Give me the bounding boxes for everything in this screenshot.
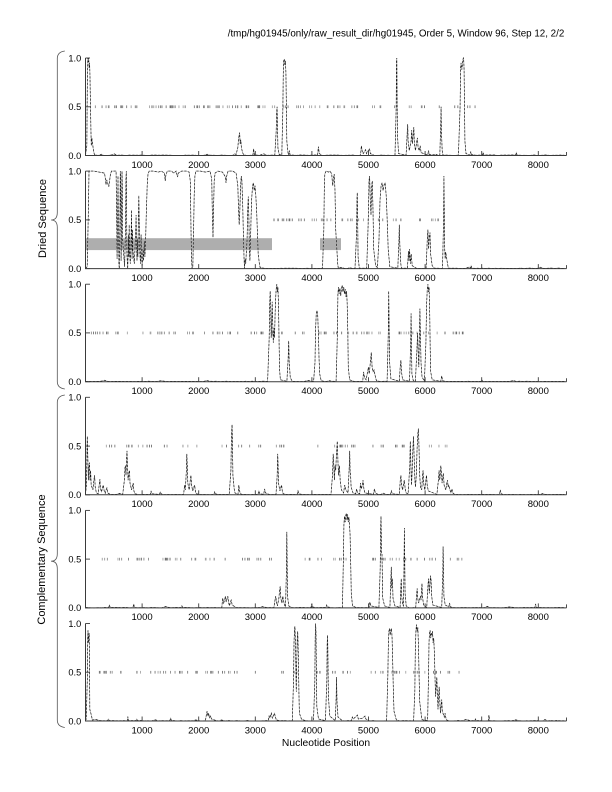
svg-text:4000: 4000 (301, 160, 322, 171)
svg-text:3000: 3000 (245, 725, 266, 736)
svg-text:4000: 4000 (301, 725, 322, 736)
svg-text:1.0: 1.0 (68, 166, 81, 176)
svg-text:Dried Sequence: Dried Sequence (37, 179, 49, 258)
svg-text:1.0: 1.0 (68, 393, 81, 403)
svg-text:0.0: 0.0 (68, 490, 81, 500)
svg-text:6000: 6000 (415, 273, 436, 284)
svg-text:1.0: 1.0 (68, 506, 81, 516)
svg-text:7000: 7000 (471, 273, 492, 284)
svg-text:2000: 2000 (188, 160, 209, 171)
svg-text:2000: 2000 (188, 499, 209, 510)
svg-text:4000: 4000 (301, 273, 322, 284)
svg-text:2000: 2000 (188, 612, 209, 623)
svg-text:4000: 4000 (301, 612, 322, 623)
svg-text:3000: 3000 (245, 386, 266, 397)
svg-text:8000: 8000 (528, 612, 549, 623)
svg-text:0.5: 0.5 (68, 668, 81, 678)
svg-text:1.0: 1.0 (68, 53, 81, 63)
svg-text:1000: 1000 (132, 499, 153, 510)
svg-text:7000: 7000 (471, 386, 492, 397)
svg-text:5000: 5000 (358, 160, 379, 171)
svg-text:5000: 5000 (358, 499, 379, 510)
svg-text:0.5: 0.5 (68, 554, 81, 564)
svg-text:8000: 8000 (528, 725, 549, 736)
svg-text:3000: 3000 (245, 273, 266, 284)
svg-text:1000: 1000 (132, 386, 153, 397)
svg-text:7000: 7000 (471, 725, 492, 736)
svg-text:1000: 1000 (132, 725, 153, 736)
svg-text:0.0: 0.0 (68, 716, 81, 726)
svg-text:2000: 2000 (188, 386, 209, 397)
svg-text:0.0: 0.0 (68, 264, 81, 274)
svg-text:0.0: 0.0 (68, 151, 81, 161)
svg-text:6000: 6000 (415, 499, 436, 510)
svg-text:0.0: 0.0 (68, 603, 81, 613)
svg-text:0.5: 0.5 (68, 102, 81, 112)
svg-text:8000: 8000 (528, 160, 549, 171)
svg-text:0.0: 0.0 (68, 377, 81, 387)
svg-text:5000: 5000 (358, 725, 379, 736)
svg-text:7000: 7000 (471, 499, 492, 510)
svg-text:8000: 8000 (528, 499, 549, 510)
svg-text:Complementary Sequence: Complementary Sequence (36, 494, 48, 624)
svg-text:6000: 6000 (415, 160, 436, 171)
svg-text:1000: 1000 (132, 612, 153, 623)
svg-text:0.5: 0.5 (68, 215, 81, 225)
svg-text:5000: 5000 (358, 612, 379, 623)
svg-text:1000: 1000 (132, 160, 153, 171)
svg-text:1.0: 1.0 (68, 280, 81, 290)
svg-text:7000: 7000 (471, 612, 492, 623)
svg-text:3000: 3000 (245, 499, 266, 510)
svg-text:7000: 7000 (471, 160, 492, 171)
svg-text:4000: 4000 (301, 499, 322, 510)
svg-text:0.5: 0.5 (68, 328, 81, 338)
svg-text:3000: 3000 (245, 612, 266, 623)
svg-text:3000: 3000 (245, 160, 266, 171)
svg-text:8000: 8000 (528, 273, 549, 284)
svg-text:2000: 2000 (188, 273, 209, 284)
svg-text:0.5: 0.5 (68, 441, 81, 451)
svg-text:5000: 5000 (358, 386, 379, 397)
svg-text:6000: 6000 (415, 612, 436, 623)
svg-text:1000: 1000 (132, 273, 153, 284)
svg-text:/tmp/hg01945/only/raw_result_d: /tmp/hg01945/only/raw_result_dir/hg01945… (228, 28, 565, 39)
svg-text:1.0: 1.0 (68, 619, 81, 629)
svg-text:6000: 6000 (415, 725, 436, 736)
svg-text:5000: 5000 (358, 273, 379, 284)
svg-text:6000: 6000 (415, 386, 436, 397)
svg-text:8000: 8000 (528, 386, 549, 397)
svg-text:4000: 4000 (301, 386, 322, 397)
svg-text:Nucleotide Position: Nucleotide Position (282, 738, 370, 749)
svg-text:2000: 2000 (188, 725, 209, 736)
